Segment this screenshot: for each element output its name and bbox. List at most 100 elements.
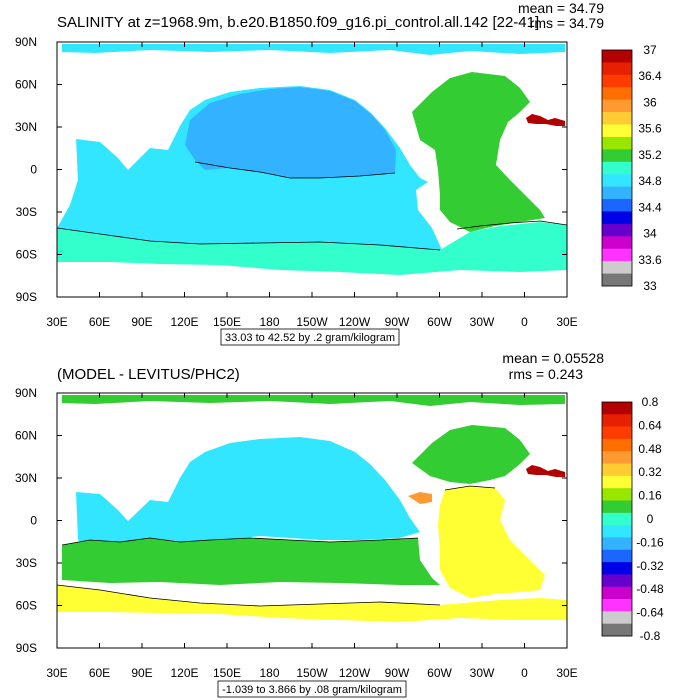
panel2-x-axis: 30E 60E 90E 120E 150E 180 150W 120W 90W 60W 30W 0 30…	[46, 393, 578, 680]
panel2-y-tick-label: 30S	[16, 556, 37, 570]
panel1-colorbar-label: 34.8	[638, 174, 662, 188]
panel2-x-tick-label: 30W	[470, 666, 495, 680]
panel1-colorbar-label: 36	[643, 95, 657, 109]
panel2-x-tick-label: 150W	[296, 666, 328, 680]
panel1-y-axis: 90N 60N 30N 0 30S 60S 90S	[15, 35, 567, 304]
panel2-colorbar-label: -0.48	[636, 582, 664, 596]
panel1-region-atlantic	[412, 72, 545, 232]
panel2-colorbar-swatch	[602, 488, 632, 501]
panel1-y-tick-label: 90S	[16, 290, 37, 304]
panel1-x-tick-label: 150E	[213, 315, 241, 329]
panel1-contour-1	[56, 227, 441, 251]
panel1-colorbar-label: 35.2	[638, 148, 662, 162]
panel1-region-mediterranean	[526, 114, 565, 126]
panel2-colorbar-frame	[601, 401, 633, 637]
panel2-contour-2	[61, 537, 419, 546]
panel2-colorbar-swatch	[602, 426, 632, 440]
panel1-colorbar-frame	[601, 49, 633, 287]
panel2-colorbar-swatch	[602, 414, 632, 427]
panel1-colorbar-swatch	[602, 62, 632, 76]
panel2-colorbar-swatch	[602, 549, 632, 563]
panel2-x-tick-label: 180	[259, 666, 279, 680]
panel2-region-atlantic-north	[412, 425, 530, 484]
panel1-colorbar-swatch	[602, 273, 632, 287]
panel1-contour-2	[194, 161, 396, 179]
panel1-colorbar-swatch	[602, 174, 632, 187]
panel1-range-label: 33.03 to 42.52 by .2 gram/kilogram	[225, 332, 395, 344]
panel1-x-tick-label: 90W	[385, 315, 410, 329]
panel2-colorbar-swatch	[602, 512, 632, 526]
panel1-colorbar-swatch	[602, 261, 632, 274]
panel2-colorbar-swatch	[602, 500, 632, 514]
panel2-y-tick-label: 90N	[15, 386, 37, 400]
panel1-range-box	[220, 328, 400, 346]
panel1-x-tick-label: 30W	[470, 315, 495, 329]
panel-salinity: SALINITY at z=1968.9m, b.e20.B1850.f09_g…	[15, 0, 662, 346]
panel1-colorbar-label: 34	[643, 227, 657, 241]
panel2-region-pacific	[76, 437, 420, 548]
panel2-colorbar-swatch	[602, 475, 632, 489]
panel1-colorbar-label: 33	[643, 279, 657, 293]
panel2-y-axis: 90N 60N 30N 0 30S 60S 90S	[15, 386, 567, 655]
panel2-colorbar-label: 0.48	[638, 442, 662, 456]
panel2-colorbar-label: 0.8	[642, 395, 659, 409]
panel1-y-tick-label: 60S	[16, 248, 37, 262]
panel1-colorbar-swatch	[602, 161, 632, 175]
panel2-colorbar-swatch	[602, 525, 632, 538]
panel2-y-tick-label: 0	[30, 514, 37, 528]
panel1-y-tick-label: 30S	[16, 205, 37, 219]
panel1-y-tick-label: 0	[30, 163, 37, 177]
panel1-x-tick-label: 60E	[89, 315, 110, 329]
panel1-x-tick-label: 30E	[556, 315, 577, 329]
panel2-colorbar-swatch	[602, 574, 632, 588]
panel2-x-tick-label: 90W	[385, 666, 410, 680]
panel2-x-tick-label: 120W	[339, 666, 371, 680]
panel1-y-tick-label: 60N	[15, 78, 37, 92]
panel2-colorbar-label: -0.32	[636, 559, 664, 573]
panel1-region-north-pacific	[185, 87, 396, 178]
panel2-colorbar-label: -0.8	[640, 629, 661, 643]
panel1-x-axis: 30E 60E 90E 120E 150E 180 150W 120W 90W 60W 30W 0 30…	[46, 42, 578, 329]
panel2-region-south-pacific	[62, 538, 440, 585]
panel2-mean: mean = 0.05528	[502, 350, 604, 366]
panel1-colorbar-swatch	[602, 112, 632, 125]
panel2-colorbar-label: 0	[647, 512, 654, 526]
panel1-y-tick-label: 30N	[15, 120, 37, 134]
panel1-colorbar-swatch	[602, 199, 632, 212]
panel1-y-tick-label: 90N	[15, 35, 37, 49]
panel2-colorbar-label: -0.16	[636, 535, 664, 549]
panel2-y-tick-label: 60N	[15, 429, 37, 443]
panel1-colorbar-swatch	[602, 149, 632, 163]
panel1-x-tick-label: 120W	[339, 315, 371, 329]
panel1-x-tick-label: 90E	[131, 315, 152, 329]
panel2-colorbar-swatch	[602, 586, 632, 600]
panel1-colorbar-swatch	[602, 87, 632, 100]
panel2-colorbar-label: -0.64	[636, 606, 664, 620]
panel1-colorbar-label: 33.6	[638, 253, 662, 267]
panel1-colorbar-swatch	[602, 211, 632, 225]
panel2-region-atlantic	[438, 486, 545, 598]
panel2-x-tick-label: 60E	[89, 666, 110, 680]
panel2-colorbar-swatch	[602, 463, 632, 477]
panel2-x-tick-label: 120E	[170, 666, 198, 680]
panel1-x-tick-label: 180	[259, 315, 279, 329]
panel1-map	[56, 42, 568, 297]
panel2-colorbar-swatch	[602, 402, 632, 415]
panel2-y-tick-label: 60S	[16, 599, 37, 613]
panel2-colorbar: 0.8 0.64 0.48 0.32 0.16 0 -0.16 -0.32 -0.48 -0.64…	[601, 395, 664, 643]
panel1-x-tick-label: 120E	[170, 315, 198, 329]
panel2-colorbar-label: 0.64	[638, 418, 662, 432]
panel1-colorbar: 37 36.4 36 35.6 35.2 34.8 34.4 34 33.6 33	[601, 43, 662, 293]
panel2-colorbar-swatch	[602, 599, 632, 612]
panel2-colorbar-label: 0.32	[638, 465, 662, 479]
panel1-colorbar-swatch	[602, 136, 632, 150]
panel1-colorbar-swatch	[602, 74, 632, 88]
panel1-colorbar-label: 36.4	[638, 69, 662, 83]
panel1-colorbar-swatch	[602, 124, 632, 138]
panel2-range-box	[217, 680, 407, 698]
panel2-x-tick-label: 30E	[46, 666, 67, 680]
panel2-region-mediterranean	[526, 465, 565, 477]
panel2-contour-3	[444, 485, 496, 491]
panel2-x-tick-label: 30E	[556, 666, 577, 680]
